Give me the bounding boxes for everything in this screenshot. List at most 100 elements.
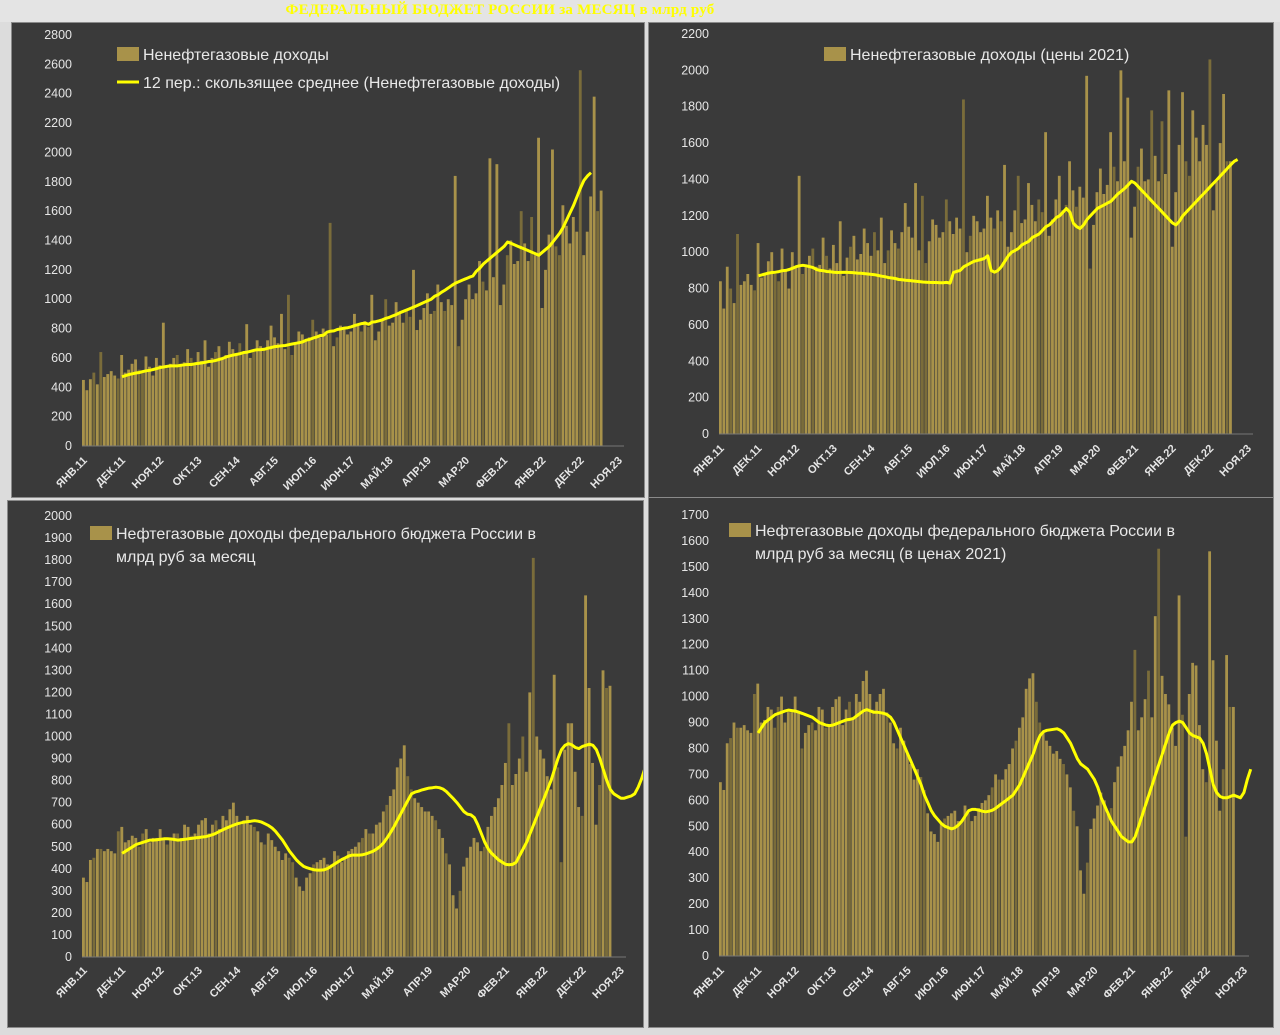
bar: [488, 158, 492, 447]
x-tick-label: АВГ.15: [248, 965, 282, 999]
bar: [763, 719, 766, 956]
bar: [221, 815, 225, 957]
bar: [990, 787, 994, 956]
bar: [835, 263, 839, 434]
bar: [1102, 800, 1106, 956]
bar: [342, 328, 346, 446]
bar: [965, 252, 969, 434]
bar: [849, 246, 852, 434]
bar: [968, 235, 972, 434]
bar: [1000, 779, 1004, 956]
bar: [420, 807, 424, 957]
bar: [186, 826, 190, 957]
bar: [109, 851, 113, 957]
bar: [1028, 678, 1031, 956]
bar: [982, 228, 986, 434]
bar: [989, 217, 993, 434]
bar: [801, 274, 804, 434]
bar: [211, 824, 214, 957]
bar: [1181, 92, 1184, 435]
bar: [808, 255, 811, 434]
bar: [1133, 206, 1136, 434]
bar: [571, 217, 575, 446]
bar: [939, 823, 943, 956]
bar: [1136, 730, 1140, 956]
y-tick-label: 200: [51, 906, 72, 920]
y-tick-label: 1600: [681, 534, 709, 548]
bar: [340, 862, 343, 957]
bar: [333, 851, 336, 957]
y-tick-label: 1100: [682, 664, 709, 678]
bar: [1075, 206, 1078, 434]
bar: [241, 352, 245, 446]
bar: [783, 722, 787, 956]
bar: [943, 818, 947, 956]
bar: [370, 294, 374, 446]
bar: [252, 826, 256, 957]
bar: [176, 833, 180, 957]
bar: [464, 299, 468, 446]
bar: [336, 855, 340, 957]
bar: [474, 293, 478, 446]
y-tick-label: 800: [51, 322, 72, 336]
bar: [794, 266, 798, 434]
bar: [1198, 725, 1201, 956]
bar: [1123, 745, 1127, 956]
bar: [1194, 137, 1198, 434]
bar: [770, 252, 774, 434]
bar: [1009, 232, 1013, 434]
bar: [224, 820, 228, 957]
bar: [450, 305, 454, 446]
y-tick-label: 2200: [44, 116, 72, 130]
bar: [592, 96, 596, 447]
bar: [465, 857, 469, 957]
bar: [238, 343, 242, 446]
y-tick-label: 2200: [681, 27, 709, 41]
x-tick-label: МАР.20: [1065, 965, 1100, 1000]
bar: [1095, 192, 1099, 434]
bar: [319, 859, 322, 957]
bar: [1065, 774, 1069, 956]
bar: [739, 727, 743, 956]
y-tick-label: 1400: [44, 234, 72, 248]
bar: [455, 908, 458, 957]
bar: [871, 709, 875, 956]
bar: [875, 701, 879, 956]
y-tick-label: 0: [65, 439, 72, 453]
bar: [190, 835, 193, 957]
bar: [719, 782, 722, 956]
bar: [589, 196, 593, 446]
bar: [85, 882, 89, 957]
bar: [217, 346, 221, 446]
bar: [561, 205, 565, 446]
y-tick-label: 1200: [44, 685, 72, 699]
bar: [1204, 782, 1208, 956]
bar: [308, 873, 312, 957]
legend-bar-swatch: [729, 523, 751, 537]
bar: [155, 837, 159, 957]
x-tick-label: ЯНВ.11: [691, 443, 727, 479]
x-tick-label: ИЮН.17: [950, 965, 989, 1004]
bar: [1136, 166, 1140, 435]
bar: [824, 727, 828, 956]
bar: [804, 266, 808, 434]
bar: [1130, 701, 1133, 956]
bar: [402, 745, 406, 957]
bar: [1140, 717, 1144, 956]
bar: [354, 846, 357, 957]
y-tick-label: 100: [688, 923, 709, 937]
bar: [123, 842, 127, 957]
bar: [776, 706, 780, 956]
bar: [154, 357, 158, 446]
bar: [321, 328, 325, 446]
bar: [392, 789, 396, 957]
bar: [415, 330, 419, 446]
chart-non-oil-real: 0 200 400 600 800 1000 1200 1400 1600 1800 2000 220…: [681, 27, 1254, 481]
bar: [756, 683, 760, 956]
bar: [224, 354, 228, 446]
bar: [883, 263, 887, 434]
y-tick-label: 1300: [681, 612, 709, 626]
bar: [179, 837, 183, 957]
x-tick-label: ОКТ.13: [805, 965, 839, 999]
bar: [729, 738, 732, 956]
